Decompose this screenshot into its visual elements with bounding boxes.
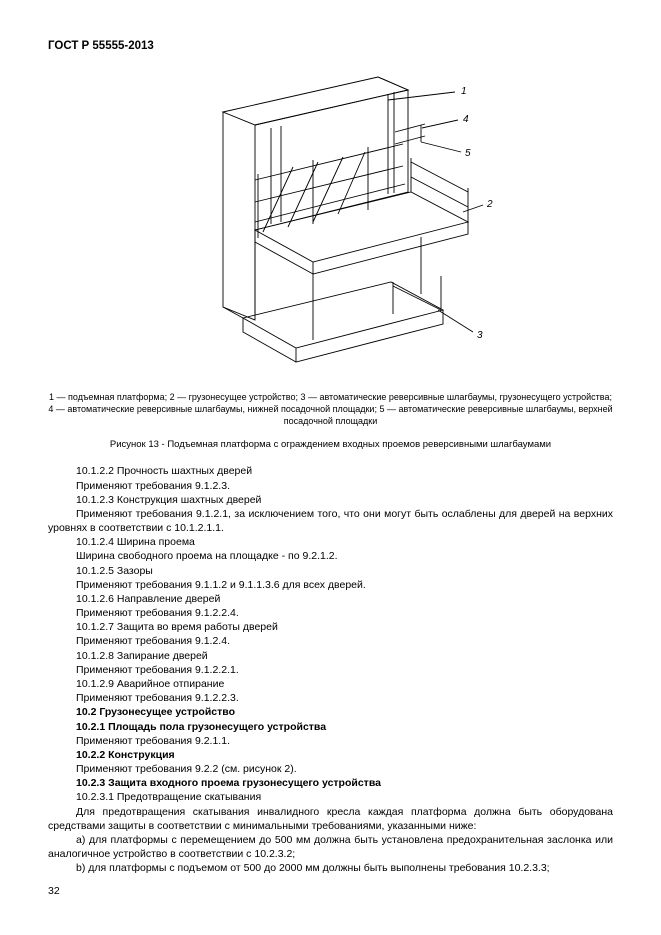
text-line: 10.1.2.9 Аварийное отпирание <box>48 677 613 691</box>
text-line: Применяют требования 9.1.2.2.1. <box>48 663 613 677</box>
text-line: 10.2 Грузонесущее устройство <box>48 705 613 719</box>
text-line: 10.1.2.6 Направление дверей <box>48 592 613 606</box>
text-line: Применяют требования 9.1.1.2 и 9.1.1.3.6… <box>48 578 613 592</box>
text-line: Применяют требования 9.2.1.1. <box>48 734 613 748</box>
text-line: 10.1.2.5 Зазоры <box>48 564 613 578</box>
callout-2: 2 <box>486 199 493 210</box>
platform-diagram: 1 4 5 2 3 <box>163 62 498 372</box>
text-line: Для предотвращения скатывания инвалидног… <box>48 805 613 833</box>
text-line: Ширина свободного проема на площадке - п… <box>48 549 613 563</box>
text-line: 10.1.2.4 Ширина проема <box>48 535 613 549</box>
text-line: a) для платформы с перемещением до 500 м… <box>48 833 613 861</box>
callout-3: 3 <box>477 330 483 341</box>
text-line: Применяют требования 9.1.2.3. <box>48 479 613 493</box>
callout-5: 5 <box>465 148 471 159</box>
text-line: Применяют требования 9.1.2.1, за исключе… <box>48 507 613 535</box>
text-line: Применяют требования 9.1.2.2.3. <box>48 691 613 705</box>
callout-1: 1 <box>461 86 467 97</box>
text-line: 10.2.1 Площадь пола грузонесущего устрой… <box>48 720 613 734</box>
figure-caption: Рисунок 13 - Подъемная платформа с ограж… <box>48 439 613 450</box>
callout-4: 4 <box>463 114 469 125</box>
figure-13: 1 4 5 2 3 <box>48 62 613 377</box>
document-title: ГОСТ Р 55555-2013 <box>48 40 613 52</box>
text-line: 10.2.3.1 Предотвращение скатывания <box>48 790 613 804</box>
text-line: 10.2.2 Конструкция <box>48 748 613 762</box>
body-text: 10.1.2.2 Прочность шахтных дверейПрименя… <box>48 464 613 875</box>
text-line: 10.1.2.8 Запирание дверей <box>48 649 613 663</box>
text-line: Применяют требования 9.1.2.4. <box>48 634 613 648</box>
text-line: 10.1.2.2 Прочность шахтных дверей <box>48 464 613 478</box>
text-line: 10.1.2.3 Конструкция шахтных дверей <box>48 493 613 507</box>
text-line: b) для платформы с подъемом от 500 до 20… <box>48 861 613 875</box>
text-line: 10.2.3 Защита входного проема грузонесущ… <box>48 776 613 790</box>
text-line: Применяют требования 9.2.2 (см. рисунок … <box>48 762 613 776</box>
text-line: 10.1.2.7 Защита во время работы дверей <box>48 620 613 634</box>
text-line: Применяют требования 9.1.2.2.4. <box>48 606 613 620</box>
page-number: 32 <box>48 885 613 897</box>
figure-legend: 1 — подъемная платформа; 2 — грузонесуще… <box>48 391 613 427</box>
